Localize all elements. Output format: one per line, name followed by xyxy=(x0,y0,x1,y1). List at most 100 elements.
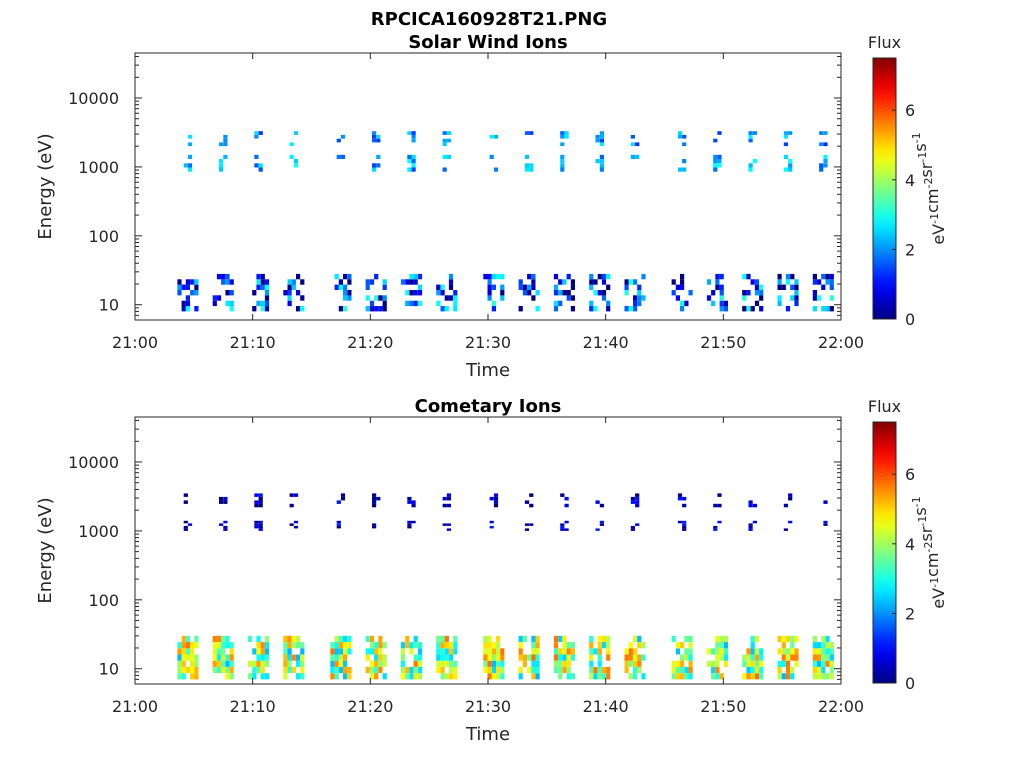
data-cell xyxy=(291,284,296,290)
data-cell xyxy=(300,660,305,667)
data-cell xyxy=(531,654,536,661)
data-cell xyxy=(258,167,263,172)
data-cell xyxy=(446,493,451,497)
data-cell xyxy=(637,654,642,661)
data-cell xyxy=(382,306,387,312)
data-cell xyxy=(417,284,423,290)
data-cell xyxy=(723,306,728,312)
data-cell xyxy=(347,673,352,680)
data-cell xyxy=(535,642,540,649)
data-cell xyxy=(436,642,441,649)
data-cell xyxy=(677,167,683,172)
data-cell xyxy=(369,279,375,285)
data-cell xyxy=(593,648,598,655)
data-cell xyxy=(637,284,642,290)
data-cell xyxy=(400,648,406,655)
data-cell xyxy=(628,660,633,667)
data-cell xyxy=(794,654,799,661)
data-cell xyxy=(682,134,687,139)
data-cell xyxy=(817,642,822,649)
data-cell xyxy=(566,273,571,280)
data-cell xyxy=(794,295,799,301)
data-cell xyxy=(560,493,565,497)
data-cell xyxy=(688,648,693,655)
data-cell xyxy=(562,660,567,667)
data-cell xyxy=(252,648,257,655)
data-cell xyxy=(723,300,728,307)
data-cell xyxy=(759,290,764,296)
data-cell xyxy=(560,131,565,135)
data-cell xyxy=(194,654,199,661)
data-cell xyxy=(785,673,791,680)
data-cell xyxy=(289,523,294,526)
data-cell xyxy=(411,163,416,168)
data-cell xyxy=(829,654,834,661)
data-cell xyxy=(790,673,795,680)
data-cell xyxy=(440,648,445,655)
data-cell xyxy=(713,159,718,164)
data-cell xyxy=(777,295,782,301)
data-cell xyxy=(624,654,629,661)
data-cell xyxy=(372,496,377,501)
data-cell xyxy=(748,528,753,531)
data-cell xyxy=(597,290,602,296)
data-cell xyxy=(338,279,343,285)
data-cell xyxy=(570,673,575,680)
data-cell xyxy=(372,163,377,168)
data-cell xyxy=(369,642,375,649)
data-cell xyxy=(711,300,716,307)
data-cell xyxy=(177,673,182,680)
data-cell xyxy=(417,648,423,655)
data-cell xyxy=(177,279,182,285)
data-cell xyxy=(489,520,494,524)
data-cell xyxy=(715,660,720,667)
data-cell xyxy=(378,660,383,667)
x-axis-label: Time xyxy=(465,724,510,745)
data-cell xyxy=(483,660,488,667)
data-cell xyxy=(254,154,259,159)
data-cell xyxy=(347,290,352,296)
data-cell xyxy=(675,284,680,290)
data-cell xyxy=(296,635,301,642)
data-cell xyxy=(453,295,458,301)
data-cell xyxy=(723,648,728,655)
data-cell xyxy=(407,159,412,164)
data-cell xyxy=(589,673,594,680)
data-cell xyxy=(717,493,722,497)
data-cell xyxy=(334,635,339,642)
data-cell xyxy=(518,284,523,290)
data-cell xyxy=(566,290,571,296)
data-cell xyxy=(409,673,414,680)
data-cell xyxy=(378,635,383,642)
data-cell xyxy=(570,284,575,290)
data-cell xyxy=(675,673,680,680)
data-cell xyxy=(343,660,348,667)
data-cell xyxy=(442,503,447,508)
data-cell xyxy=(750,642,755,649)
data-cell xyxy=(440,660,445,667)
data-cell xyxy=(223,134,228,139)
data-cell xyxy=(713,154,718,159)
data-cell xyxy=(641,673,646,680)
data-cell xyxy=(229,290,234,296)
data-cell xyxy=(483,273,488,280)
data-cell xyxy=(293,493,299,497)
data-cell xyxy=(684,648,689,655)
data-cell xyxy=(599,159,604,164)
data-cell xyxy=(369,673,375,680)
data-cell xyxy=(524,154,530,159)
data-cell xyxy=(183,520,188,524)
data-cell xyxy=(566,660,571,667)
data-cell xyxy=(216,648,222,655)
data-cell xyxy=(291,666,296,674)
data-cell xyxy=(777,673,782,680)
data-cell xyxy=(190,279,195,285)
data-cell xyxy=(535,673,540,680)
data-cell xyxy=(442,138,447,143)
data-cell xyxy=(229,673,234,680)
data-cell xyxy=(369,660,375,667)
data-cell xyxy=(558,660,563,667)
data-cell xyxy=(376,138,381,143)
data-cell xyxy=(781,673,786,680)
data-cell xyxy=(382,279,387,285)
